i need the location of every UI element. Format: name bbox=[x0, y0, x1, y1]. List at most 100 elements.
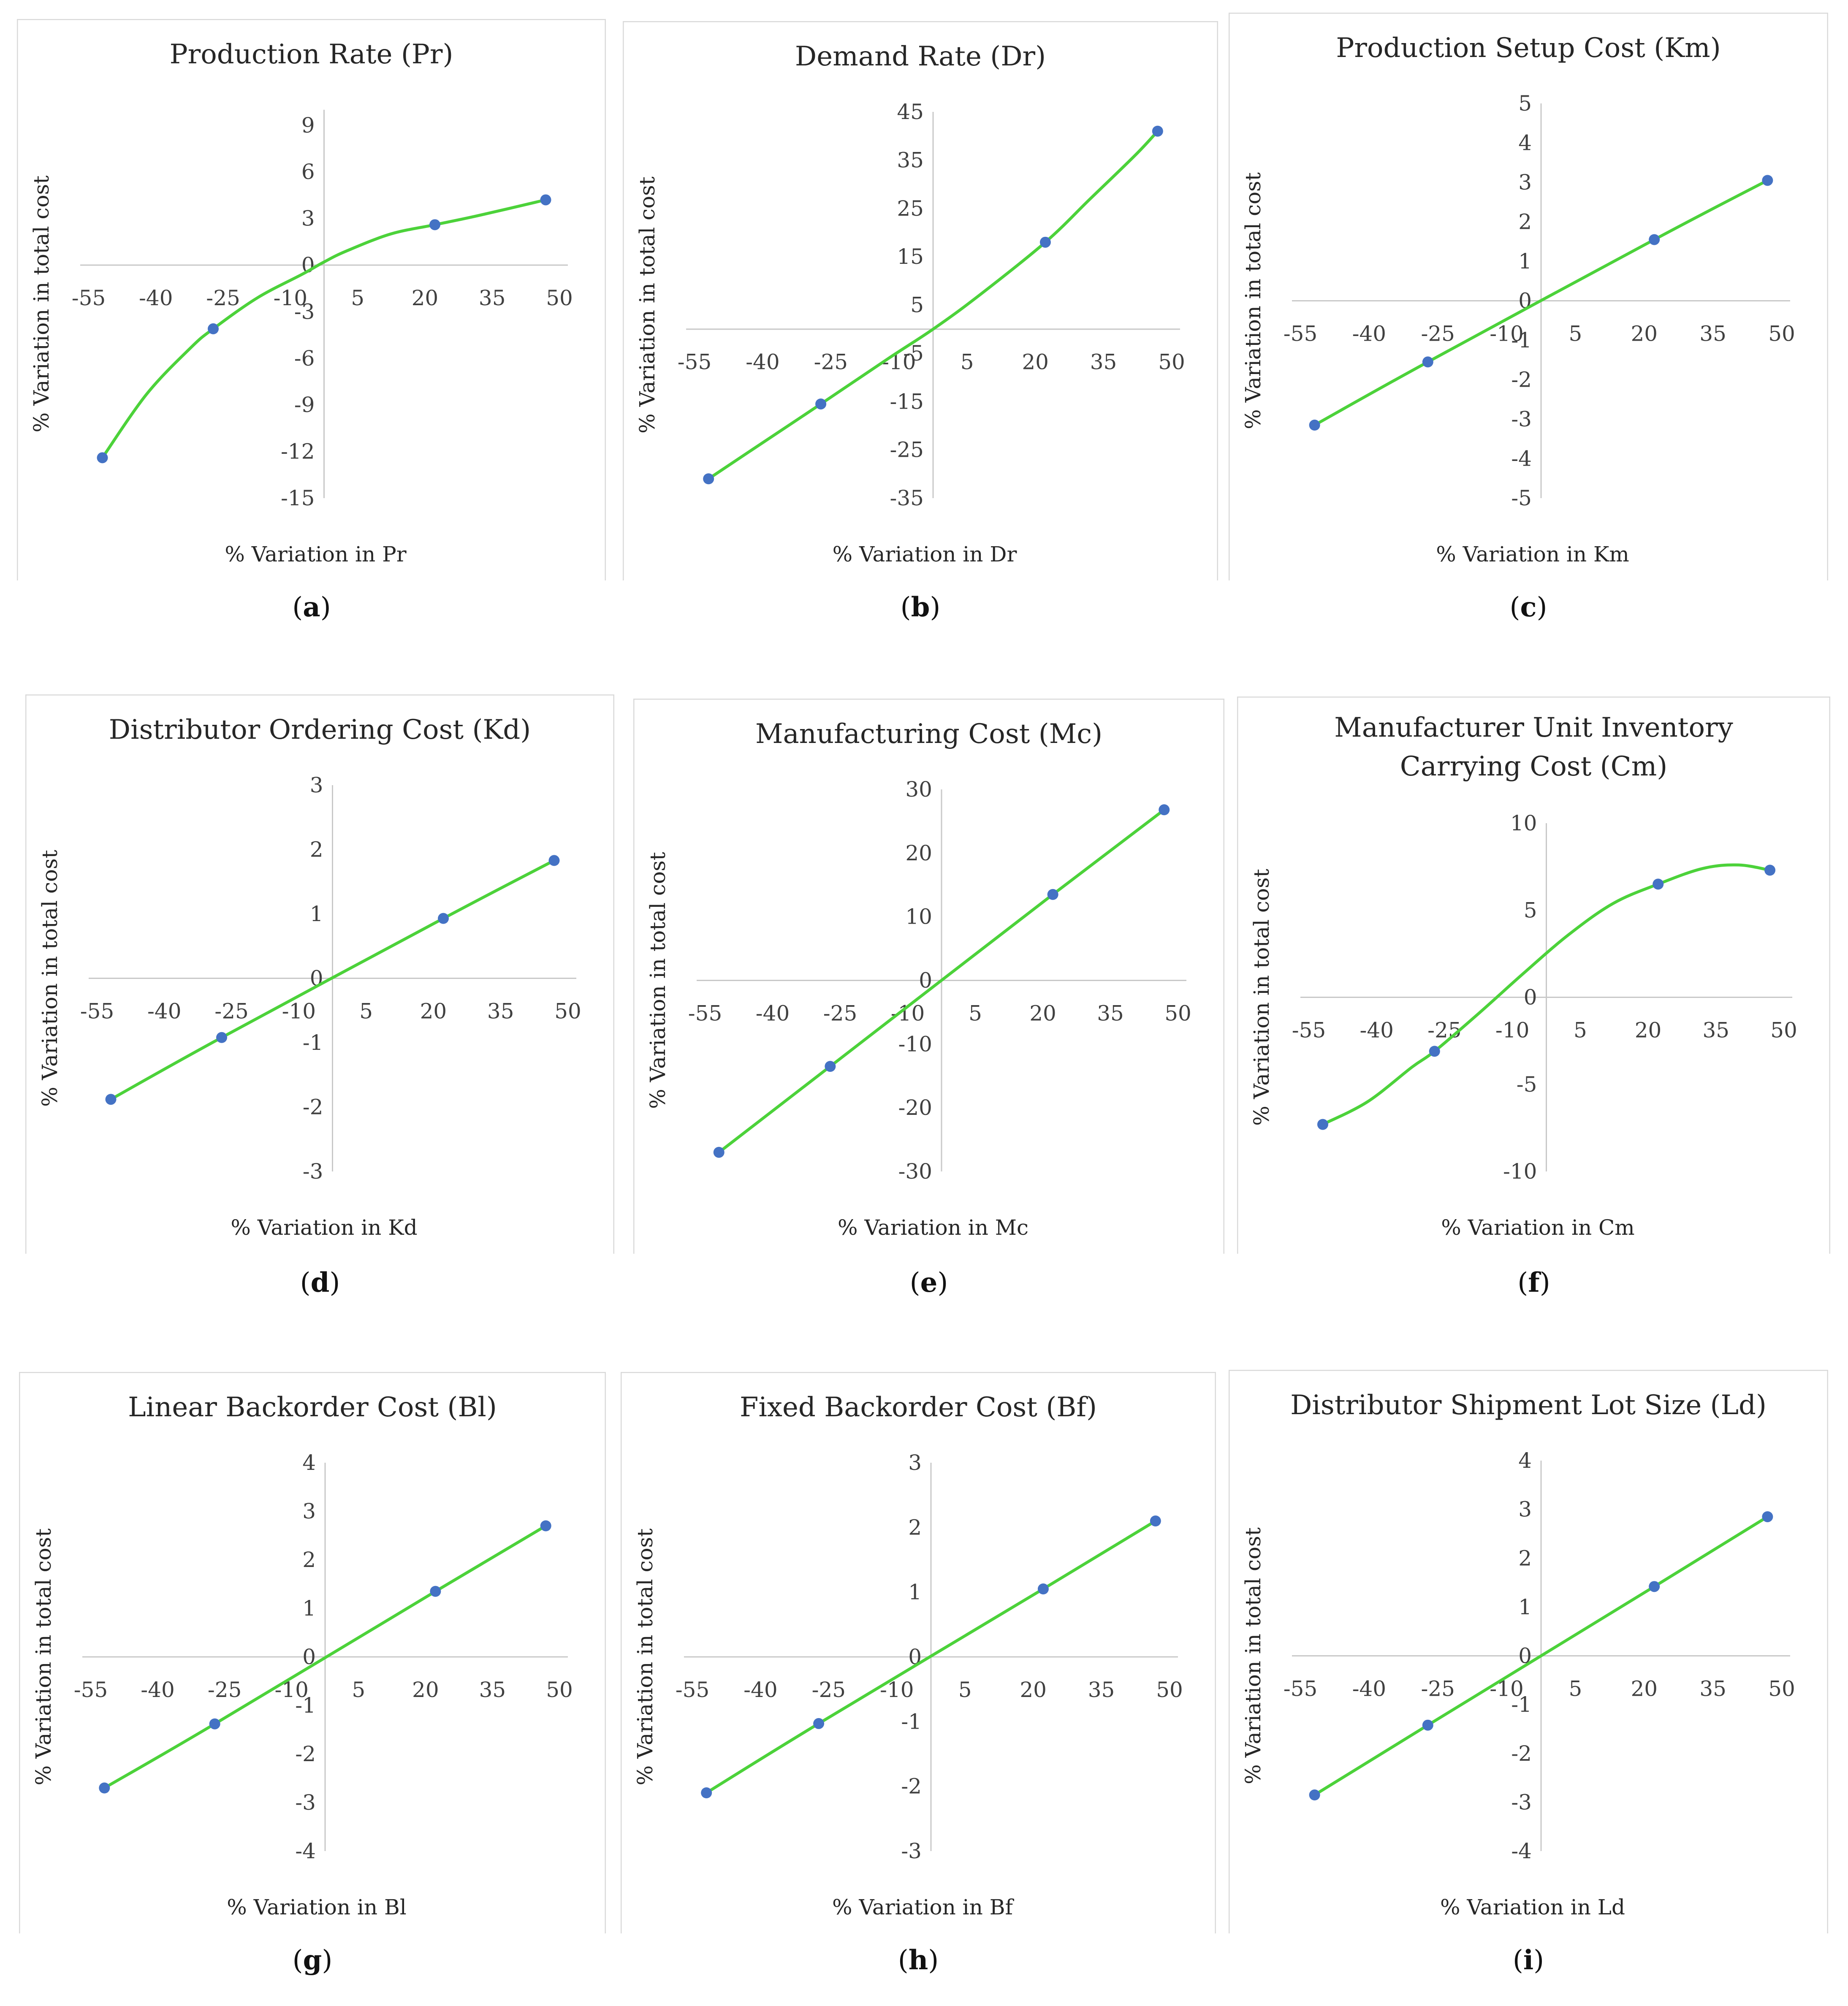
x-tick-label: -40 bbox=[1352, 322, 1387, 346]
y-tick-label: -2 bbox=[901, 1774, 922, 1799]
chart-title: Manufacturing Cost (Mc) bbox=[755, 718, 1102, 750]
x-tick-label: 5 bbox=[351, 286, 364, 310]
data-point bbox=[703, 473, 714, 485]
y-axis-title: % Variation in total cost bbox=[29, 176, 54, 433]
y-tick-label: -3 bbox=[901, 1839, 922, 1863]
panel-caption-h: (h) bbox=[898, 1944, 939, 1976]
data-point bbox=[1762, 1511, 1773, 1522]
data-point bbox=[1429, 1046, 1440, 1057]
x-tick-label: -10 bbox=[274, 1678, 309, 1702]
y-tick-label: -5 bbox=[1517, 1072, 1537, 1097]
data-point bbox=[429, 219, 440, 230]
y-tick-label: -1 bbox=[1511, 328, 1532, 352]
chart-title: Fixed Backorder Cost (Bf) bbox=[740, 1392, 1097, 1423]
data-point bbox=[208, 323, 219, 334]
chart-panel-d: Distributor Ordering Cost (Kd) -55 -40 -25-… bbox=[25, 694, 614, 1254]
y-tick-label: 9 bbox=[301, 113, 315, 138]
data-point bbox=[1317, 1119, 1328, 1130]
y-tick-label: -6 bbox=[294, 346, 315, 371]
y-tick-label: -4 bbox=[1511, 1839, 1532, 1863]
chart-frame bbox=[1237, 697, 1830, 1254]
data-point bbox=[209, 1718, 220, 1729]
data-point bbox=[430, 1586, 441, 1597]
x-axis-title: % Variation in Mc bbox=[838, 1215, 1028, 1240]
y-axis-title: % Variation in total cost bbox=[1241, 1527, 1265, 1784]
chart-svg-e: Manufacturing Cost (Mc) -55 -40 -25 -10 5 20 35… bbox=[633, 699, 1224, 1254]
x-tick-label: 20 bbox=[412, 286, 439, 310]
x-tick-label: -25 bbox=[812, 1678, 846, 1702]
y-tick-label: 2 bbox=[1518, 210, 1532, 234]
data-point bbox=[548, 855, 560, 866]
x-tick-label: -40 bbox=[147, 999, 182, 1024]
x-tick-label: -40 bbox=[141, 1678, 175, 1702]
y-tick-label: 5 bbox=[1518, 91, 1532, 116]
x-tick-label: -55 bbox=[1284, 1677, 1318, 1701]
panel-caption-text: (a) bbox=[292, 591, 331, 623]
x-tick-label: -55 bbox=[676, 1678, 710, 1702]
x-axis-title: % Variation in Bf bbox=[832, 1895, 1015, 1919]
chart-panel-f: Manufacturer Unit Inventory Carrying Cost… bbox=[1237, 697, 1830, 1254]
x-tick-label: -40 bbox=[746, 350, 780, 374]
x-tick-label: -25 bbox=[823, 1001, 858, 1026]
y-tick-label: 1 bbox=[310, 902, 323, 926]
y-tick-label: -2 bbox=[1511, 368, 1532, 392]
y-tick-label: -2 bbox=[1511, 1741, 1532, 1766]
x-tick-label: 35 bbox=[1699, 322, 1726, 346]
data-point bbox=[1159, 804, 1170, 816]
y-tick-label: 3 bbox=[908, 1450, 922, 1475]
y-tick-label: -3 bbox=[303, 1159, 323, 1184]
y-tick-label: -2 bbox=[303, 1095, 323, 1120]
y-tick-label: -3 bbox=[1511, 1790, 1532, 1814]
x-tick-label: -25 bbox=[1427, 1018, 1462, 1043]
x-tick-label: 20 bbox=[420, 999, 447, 1024]
chart-title: Production Setup Cost (Km) bbox=[1336, 33, 1720, 64]
y-tick-label: 0 bbox=[1524, 985, 1537, 1010]
y-tick-label: -3 bbox=[295, 1790, 316, 1815]
x-tick-label: 5 bbox=[1574, 1018, 1587, 1043]
x-tick-label: 20 bbox=[412, 1678, 439, 1702]
chart-panel-a: Production Rate (Pr) -55 -40 -25 -10 5 20 35 50 -… bbox=[17, 19, 606, 580]
x-tick-label: -10 bbox=[1490, 1677, 1524, 1701]
x-tick-label: 50 bbox=[546, 286, 573, 310]
x-tick-label: 5 bbox=[958, 1678, 972, 1702]
y-tick-label: 4 bbox=[1518, 1448, 1532, 1473]
data-point bbox=[1047, 889, 1058, 900]
x-tick-label: -55 bbox=[72, 286, 106, 310]
x-tick-label: -55 bbox=[688, 1001, 722, 1026]
data-point bbox=[97, 452, 108, 464]
x-tick-label: -40 bbox=[1360, 1018, 1394, 1043]
x-tick-label: -25 bbox=[814, 350, 848, 374]
chart-title: Distributor Ordering Cost (Kd) bbox=[109, 714, 531, 745]
x-tick-label: 35 bbox=[1699, 1677, 1726, 1701]
x-tick-label: 35 bbox=[1090, 350, 1117, 374]
y-tick-label: 20 bbox=[905, 841, 932, 865]
x-tick-label: 50 bbox=[1768, 322, 1795, 346]
chart-frame bbox=[19, 1372, 606, 1933]
chart-frame bbox=[25, 694, 614, 1254]
chart-frame bbox=[621, 1372, 1216, 1933]
y-tick-label: 3 bbox=[1518, 1497, 1532, 1522]
series-trend-line bbox=[707, 130, 1159, 480]
panel-caption-text: (g) bbox=[293, 1944, 333, 1976]
chart-title: Demand Rate (Dr) bbox=[795, 41, 1046, 72]
x-tick-label: -40 bbox=[744, 1678, 778, 1702]
series-trend-line bbox=[103, 1524, 548, 1789]
data-point bbox=[713, 1147, 725, 1158]
chart-frame bbox=[1229, 1370, 1828, 1933]
chart-panel-b: Demand Rate (Dr) -55 -40 -25 -10 5 20 35 50 -35 -2… bbox=[623, 21, 1218, 580]
y-tick-label: -3 bbox=[294, 299, 315, 324]
series-trend-line bbox=[1321, 863, 1772, 1126]
panel-caption-text: (d) bbox=[300, 1267, 340, 1298]
y-tick-label: 1 bbox=[1518, 249, 1532, 274]
y-tick-label: 1 bbox=[908, 1580, 922, 1605]
chart-frame bbox=[1229, 13, 1828, 580]
data-point bbox=[99, 1782, 110, 1794]
y-tick-label: -30 bbox=[898, 1159, 932, 1184]
x-tick-label: -55 bbox=[678, 350, 712, 374]
y-tick-label: 3 bbox=[302, 1499, 316, 1523]
data-point bbox=[1649, 234, 1660, 245]
series-trend-line bbox=[1313, 1515, 1769, 1797]
data-point bbox=[105, 1094, 117, 1105]
y-tick-label: -3 bbox=[1511, 407, 1532, 431]
data-point bbox=[1150, 1515, 1161, 1526]
